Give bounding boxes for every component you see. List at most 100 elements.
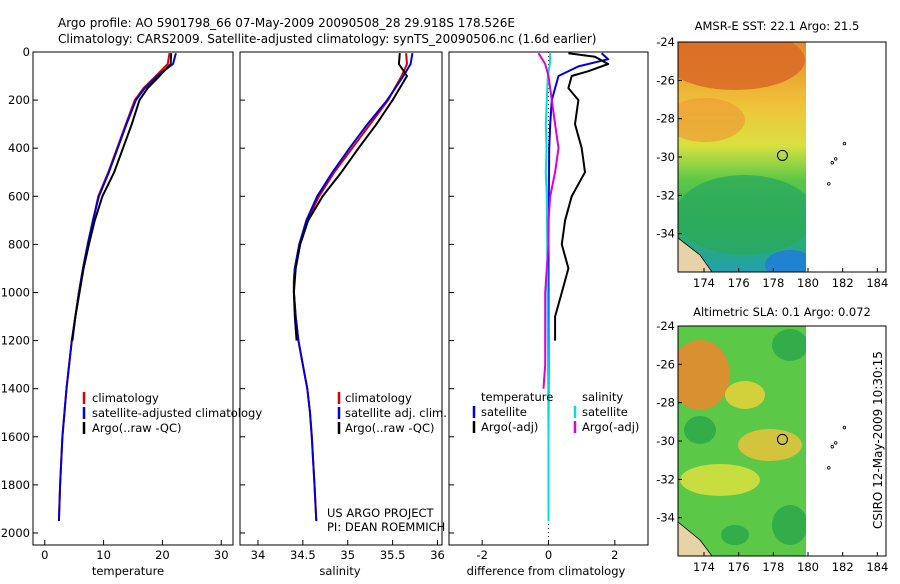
map-x-tick-label: 176 — [728, 276, 750, 290]
series-line-climatology — [57, 53, 171, 522]
salinity-xlabel: salinity — [319, 564, 360, 578]
sla-map-panel: Altimetric SLA: 0.1 Argo: 0.072 174 176 17… — [656, 305, 888, 574]
temperature-xlabel: temperature — [92, 564, 164, 578]
legend-header-temperature: temperature — [481, 390, 553, 404]
y-tick-label: 400 — [8, 141, 30, 155]
map-y-tick-label: -34 — [656, 227, 675, 241]
sst-cool-patch — [765, 250, 806, 272]
map-x-tick-label: 184 — [866, 560, 888, 574]
sla-heatmap — [678, 326, 806, 556]
sst-overlay: 174 176 178 180 182 184 -24 -26 -28 -30 -32 -34 — [656, 35, 888, 290]
series-line-argo-raw-qc- — [292, 53, 408, 341]
map-y-tick-label: -32 — [656, 188, 675, 202]
x-tick-label: 34.5 — [290, 548, 316, 562]
map-y-tick-label: -30 — [656, 434, 675, 448]
map-x-tick-label: 182 — [832, 560, 854, 574]
temperature-axes-box — [32, 51, 234, 546]
series-line-argo-raw-qc- — [71, 53, 173, 341]
series-line-salinity-argo-adj- — [537, 52, 560, 389]
island-marker — [834, 441, 838, 445]
salinity-legend: climatology satellite adj. clim. Argo(..… — [337, 391, 447, 435]
difference-legend: temperature salinity satellite Argo(-adj… — [472, 390, 639, 434]
y-tick-label: 1400 — [1, 382, 30, 396]
x-tick-label: 36 — [430, 548, 445, 562]
profile-location-marker — [776, 149, 788, 161]
island-marker — [827, 182, 831, 186]
x-tick-label: 2 — [611, 548, 618, 562]
sst-map-panel: AMSR-E SST: 22.1 Argo: 21.5 174 176 178 180… — [656, 19, 888, 290]
x-tick-label: 35.5 — [380, 548, 406, 562]
series-line-climatology — [292, 53, 408, 522]
legend-label-temp-satellite: satellite — [481, 405, 527, 419]
sla-overlay: 174 176 178 180 182 184 -24 -26 -28 -30 -32 -34 — [656, 319, 888, 574]
temperature-panel: 0 10 20 30 0 200 400 600 800 1000 1200 1400 1600 1800… — [1, 45, 263, 578]
temperature-plot: 0 10 20 30 0 200 400 600 800 1000 1200 1400 1600 1800… — [1, 45, 229, 562]
profile-location-marker — [776, 433, 788, 445]
map-x-tick-label: 180 — [797, 560, 819, 574]
legend-label-temp-argo: Argo(-adj) — [481, 420, 538, 434]
y-tick-label: 1800 — [1, 478, 30, 492]
map-y-tick-label: -28 — [656, 112, 675, 126]
island-marker — [834, 157, 838, 161]
sla-high-patch — [680, 464, 760, 496]
x-tick-label: 0 — [41, 548, 48, 562]
y-tick-label: 1000 — [1, 285, 30, 299]
island-marker — [827, 466, 831, 470]
map-y-tick-label: -30 — [656, 150, 675, 164]
x-tick-label: 35 — [340, 548, 355, 562]
y-tick-label: 800 — [8, 237, 30, 251]
difference-panel: -2 0 2 difference from climatology tempera… — [448, 51, 649, 578]
sst-heatmap — [678, 42, 806, 272]
map-x-tick-label: 176 — [728, 560, 750, 574]
map-x-tick-label: 182 — [832, 276, 854, 290]
sla-high-patch — [725, 381, 765, 409]
header-line-1: Argo profile: AO 5901798_66 07-May-2009 … — [58, 16, 515, 30]
sla-low-patch — [721, 525, 749, 545]
legend-label-satellite-adjusted: satellite adj. clim. — [345, 406, 447, 420]
map-x-tick-label: 184 — [866, 276, 888, 290]
x-tick-label: 30 — [214, 548, 229, 562]
sla-low-patch — [772, 505, 806, 545]
map-x-tick-label: 180 — [797, 276, 819, 290]
difference-plot: -2 0 2 — [449, 51, 618, 562]
legend-label-climatology: climatology — [345, 391, 412, 405]
island-marker — [842, 141, 847, 146]
sla-low-patch — [684, 416, 716, 444]
sst-cool-patch — [678, 175, 806, 255]
map-y-tick-label: -32 — [656, 472, 675, 486]
legend-label-satellite-adjusted: satellite-adjusted climatology — [92, 406, 262, 420]
y-tick-label: 200 — [8, 93, 30, 107]
coastline — [678, 521, 713, 556]
sst-warm-patch — [678, 98, 745, 142]
pi-annotation: PI: DEAN ROEMMICH — [327, 520, 445, 534]
x-tick-label: 10 — [96, 548, 111, 562]
sla-high-patch — [678, 340, 730, 410]
y-tick-label: 2000 — [1, 526, 30, 540]
map-x-tick-label: 174 — [693, 276, 715, 290]
x-tick-label: 0 — [545, 548, 552, 562]
map-y-tick-label: -28 — [656, 396, 675, 410]
header-line-2: Climatology: CARS2009. Satellite-adjuste… — [58, 32, 596, 46]
x-tick-label: 20 — [155, 548, 170, 562]
legend-label-sal-argo: Argo(-adj) — [582, 420, 639, 434]
island-marker — [842, 425, 847, 430]
salinity-axes-box — [239, 51, 443, 546]
map-y-tick-label: -34 — [656, 511, 675, 525]
project-annotation: US ARGO PROJECT — [327, 506, 435, 520]
map-y-tick-label: -24 — [656, 35, 675, 49]
x-tick-label: 34 — [251, 548, 266, 562]
series-line-satellite-adjusted-climatology — [57, 52, 177, 522]
legend-header-salinity: salinity — [582, 390, 623, 404]
salinity-panel: 34 34.5 35 35.5 36 salinity climatology sate… — [239, 51, 447, 578]
series-line-temperature-satellite — [547, 52, 610, 521]
map-x-tick-label: 178 — [762, 276, 784, 290]
salinity-plot: 34 34.5 35 35.5 36 — [240, 51, 445, 562]
timestamp-stamp: CSIRO 12-May-2009 10:30:15 — [871, 351, 885, 529]
series-line-temperature-argo-adj- — [554, 52, 610, 341]
sst-map-title: AMSR-E SST: 22.1 Argo: 21.5 — [695, 19, 860, 33]
island-marker — [830, 445, 834, 449]
y-tick-label: 1600 — [1, 430, 30, 444]
series-line-satellite-adj-clim- — [292, 53, 414, 522]
legend-label-argo: Argo(..raw -QC) — [92, 421, 182, 435]
legend-label-climatology: climatology — [92, 391, 159, 405]
